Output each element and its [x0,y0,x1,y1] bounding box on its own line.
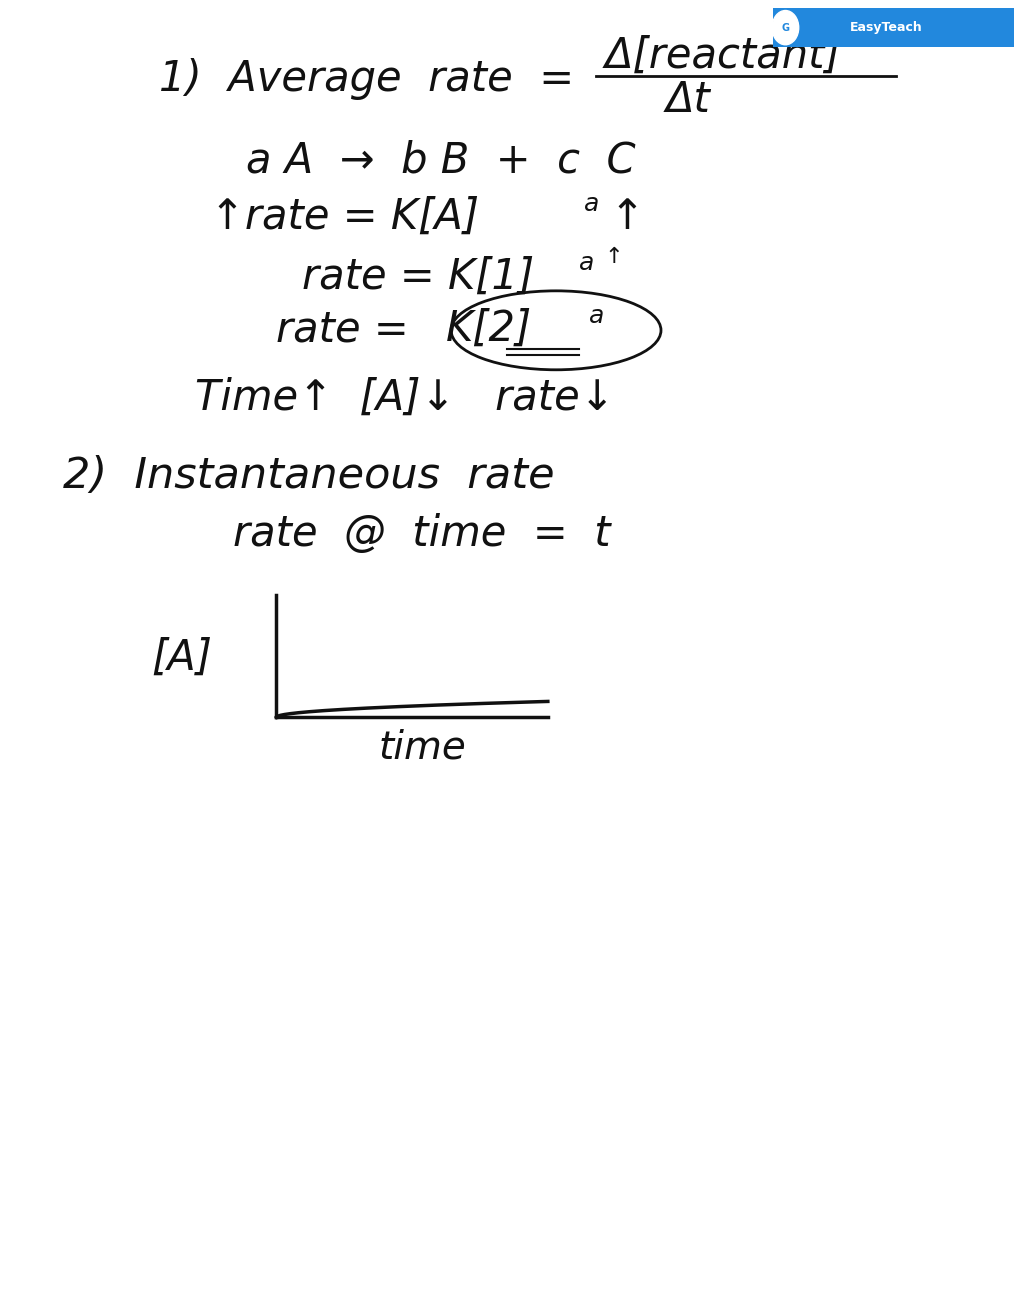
Text: [A]: [A] [152,637,213,679]
Text: rate = K[1]: rate = K[1] [302,255,535,297]
Text: EasyTeach: EasyTeach [849,21,923,34]
Text: ↑rate = K[A]: ↑rate = K[A] [210,196,479,238]
FancyBboxPatch shape [773,8,1014,47]
Text: a A  →  b B  +  c  C: a A → b B + c C [246,139,635,182]
Text: 2)  Instantaneous  rate: 2) Instantaneous rate [63,455,555,497]
Text: time: time [379,729,467,766]
Text: rate  @  time  =  t: rate @ time = t [233,513,611,555]
Text: G: G [781,22,790,33]
Text: Δt: Δt [666,79,711,121]
Text: Time↑  [A]↓   rate↓: Time↑ [A]↓ rate↓ [195,376,614,418]
Text: ↑: ↑ [609,196,644,238]
Text: a: a [584,192,599,216]
Text: a: a [579,251,594,275]
Text: rate =: rate = [276,308,410,350]
Text: a: a [589,304,604,328]
Text: Δ[reactant]: Δ[reactant] [604,34,841,76]
Text: ↑: ↑ [604,246,623,267]
Circle shape [772,11,799,45]
Text: K[2]: K[2] [445,308,531,350]
Text: 1)  Average  rate  =: 1) Average rate = [159,58,573,100]
